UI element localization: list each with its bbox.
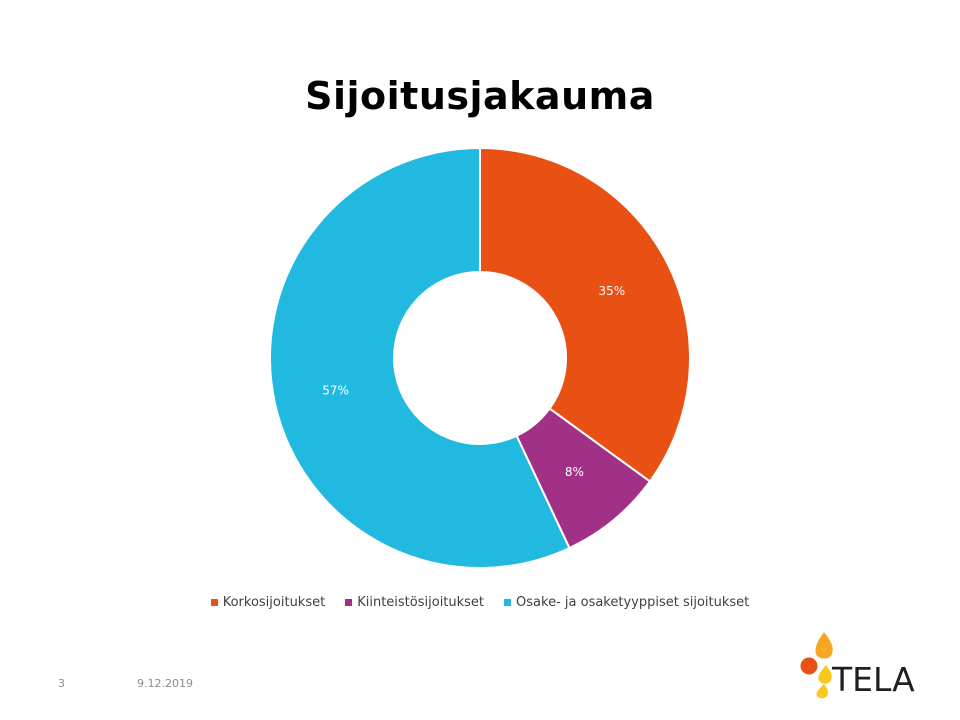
legend-label: Osake- ja osaketyyppiset sijoitukset <box>516 595 750 610</box>
slice-data-label: 8% <box>565 465 584 479</box>
doughnut-slice-2 <box>269 146 571 569</box>
chart-title: Sijoitusjakauma <box>305 74 655 118</box>
legend-item-kiinteistosijoitukset: Kiinteistösijoitukset <box>345 595 484 610</box>
tela-logo-mark-icon <box>800 632 833 699</box>
logo-text: TELA <box>832 660 915 699</box>
page-number: 3 <box>58 677 65 690</box>
legend-item-osakesijoitukset: Osake- ja osaketyyppiset sijoitukset <box>504 595 749 610</box>
doughnut-slice-0 <box>479 146 691 483</box>
legend-swatch <box>210 599 218 606</box>
tela-logo: TELA <box>792 630 922 700</box>
legend-item-korkosijoitukset: Korkosijoitukset <box>210 595 326 610</box>
legend-swatch <box>345 599 353 606</box>
slice-data-label: 57% <box>322 383 349 397</box>
legend-swatch <box>504 599 512 606</box>
slide-date: 9.12.2019 <box>137 677 193 690</box>
legend-label: Korkosijoitukset <box>222 595 326 610</box>
slice-data-label: 35% <box>599 284 626 298</box>
legend-label: Kiinteistösijoitukset <box>357 595 485 610</box>
chart-legend: Korkosijoitukset Kiinteistösijoitukset O… <box>0 595 960 610</box>
